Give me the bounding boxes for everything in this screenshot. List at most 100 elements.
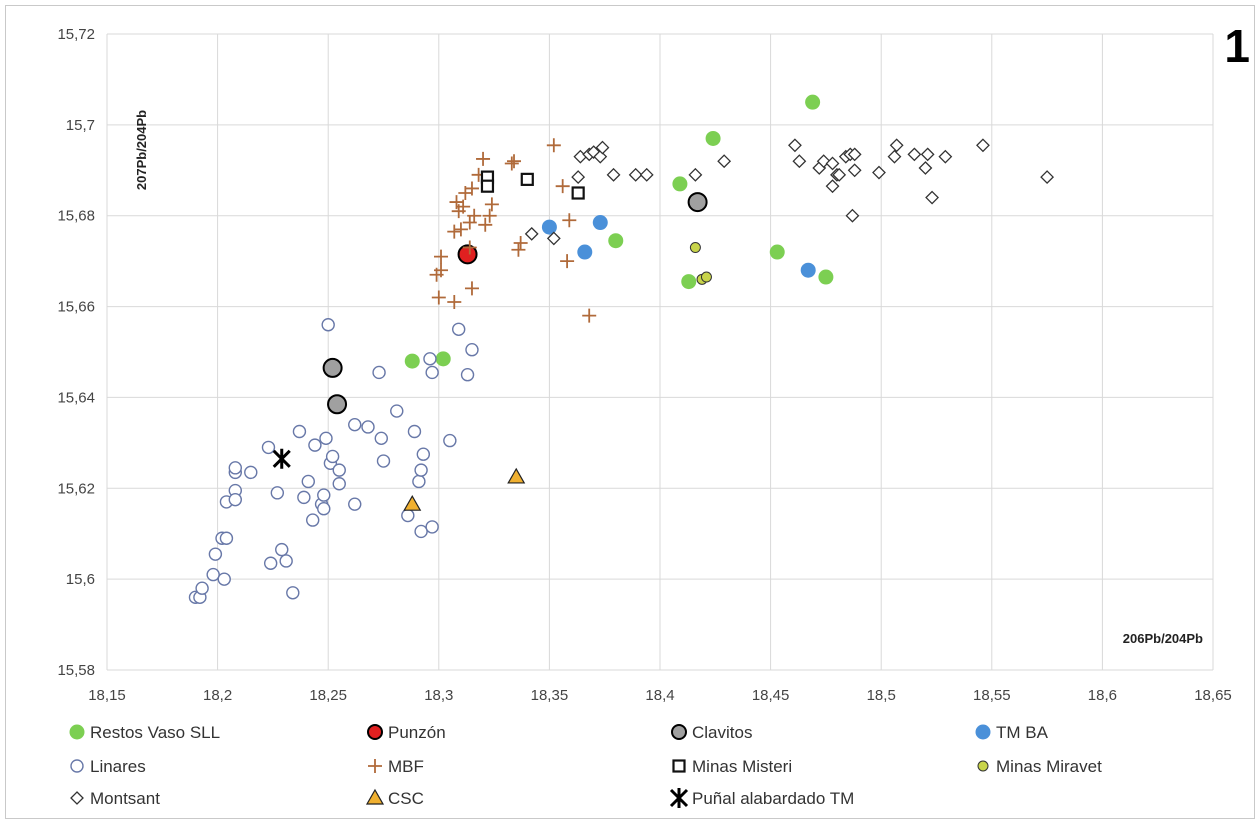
data-point-linares <box>376 454 391 468</box>
legend-marker <box>69 724 85 740</box>
chart-frame <box>5 5 1255 819</box>
series-mbf <box>429 138 597 323</box>
data-point-montsant <box>639 167 654 182</box>
data-point-linares <box>275 542 289 557</box>
x-axis-title: 206Pb/204Pb <box>1123 631 1203 646</box>
data-point-mbf <box>464 281 479 296</box>
x-tick-label: 18,4 <box>645 687 674 704</box>
data-point-linares <box>423 352 437 366</box>
data-point-montsant <box>918 161 933 175</box>
data-point-linares <box>297 490 311 505</box>
data-point-montsant <box>847 147 862 162</box>
data-point-linares <box>317 502 331 516</box>
legend-label: Clavitos <box>692 723 752 742</box>
legend-label: Punzón <box>388 723 446 742</box>
x-tick-label: 18,25 <box>309 687 347 704</box>
data-point-mbf <box>562 213 577 228</box>
series-linares <box>188 318 479 605</box>
legend-label: CSC <box>388 789 424 808</box>
data-point-restos-vaso-sll <box>818 269 834 285</box>
series-punzon <box>457 244 478 265</box>
legend-item: Minas Misteri <box>672 757 792 776</box>
data-point-tm-ba <box>592 215 608 231</box>
data-point-linares <box>261 440 276 455</box>
data-point-linares <box>348 497 362 511</box>
y-tick-label: 15,72 <box>57 26 95 43</box>
data-point-montsant <box>907 147 922 162</box>
data-point-mbf <box>484 197 499 212</box>
data-point-mbf <box>582 308 597 323</box>
data-point-linares <box>217 572 231 586</box>
data-point-linares <box>412 474 426 489</box>
data-point-montsant <box>925 190 939 205</box>
data-point-montsant <box>938 149 953 164</box>
data-point-minas-misteri <box>480 179 495 193</box>
data-point-linares <box>219 531 234 545</box>
legend-item: Punzón <box>367 723 446 742</box>
data-point-linares <box>306 513 320 527</box>
data-point-linares <box>443 433 457 448</box>
series-clavitos <box>322 192 708 415</box>
legend-label: TM BA <box>996 723 1049 742</box>
y-tick-label: 15,68 <box>57 208 95 225</box>
data-point-mbf <box>464 181 479 196</box>
data-point-mbf <box>434 249 449 264</box>
x-tick-label: 18,45 <box>752 687 790 704</box>
data-point-linares <box>465 343 479 357</box>
series-minas-misteri <box>480 170 585 200</box>
data-point-montsant <box>887 149 902 164</box>
data-point-mbf <box>431 290 446 305</box>
legend-item: CSC <box>365 788 424 808</box>
data-point-restos-vaso-sll <box>404 353 420 369</box>
data-point-mbf <box>453 222 468 237</box>
tick-layer: 18,15 18,2 18,25 18,3 18,35 18,4 18,45 18,5 18,5… <box>57 26 1231 704</box>
legend-marker <box>367 724 383 740</box>
data-point-linares <box>301 474 315 489</box>
data-point-mbf <box>504 156 519 171</box>
x-tick-label: 18,2 <box>203 687 232 704</box>
data-point-linares <box>460 368 475 382</box>
grid-layer <box>106 33 1214 671</box>
x-tick-label: 18,6 <box>1088 687 1117 704</box>
legend-marker <box>365 788 385 805</box>
data-point-mbf <box>513 235 528 250</box>
data-point-montsant <box>1040 170 1055 185</box>
legend-item: Restos Vaso SLL <box>69 723 220 742</box>
data-point-linares <box>332 477 346 491</box>
data-point-montsant <box>825 179 840 194</box>
legend-marker <box>70 791 84 805</box>
data-point-restos-vaso-sll <box>681 274 697 290</box>
data-point-clavitos <box>327 394 348 415</box>
legend-marker <box>672 759 686 773</box>
legend-label: Restos Vaso SLL <box>90 723 220 742</box>
legend-item: MBF <box>368 757 424 776</box>
legend-label: Puñal alabardado TM <box>692 789 854 808</box>
panel-number: 1 <box>1224 20 1250 72</box>
series-punal-alabardado-tm <box>272 448 291 469</box>
points-layer <box>188 94 1055 605</box>
x-tick-label: 18,3 <box>424 687 453 704</box>
data-point-linares <box>228 461 242 475</box>
legend-item: Clavitos <box>671 723 752 742</box>
legend-label: MBF <box>388 757 424 776</box>
data-point-csc <box>507 467 526 484</box>
y-tick-label: 15,62 <box>57 480 95 497</box>
data-point-montsant <box>845 208 860 223</box>
data-point-linares <box>348 417 362 432</box>
legend-marker <box>975 724 991 740</box>
series-restos-vaso-sll <box>404 94 834 369</box>
data-point-linares <box>407 424 422 439</box>
data-point-montsant <box>976 138 990 153</box>
series-tm-ba <box>541 215 816 278</box>
legend-item: Minas Miravet <box>977 757 1102 776</box>
y-tick-label: 15,66 <box>57 299 95 316</box>
data-point-linares <box>374 431 388 446</box>
data-point-montsant <box>524 226 539 241</box>
data-point-linares <box>292 424 307 439</box>
data-point-linares <box>425 520 439 534</box>
data-point-montsant <box>872 165 886 180</box>
x-tick-label: 18,5 <box>867 687 896 704</box>
data-point-linares <box>390 404 404 418</box>
y-axis-title: 207Pb/204Pb <box>134 110 149 190</box>
